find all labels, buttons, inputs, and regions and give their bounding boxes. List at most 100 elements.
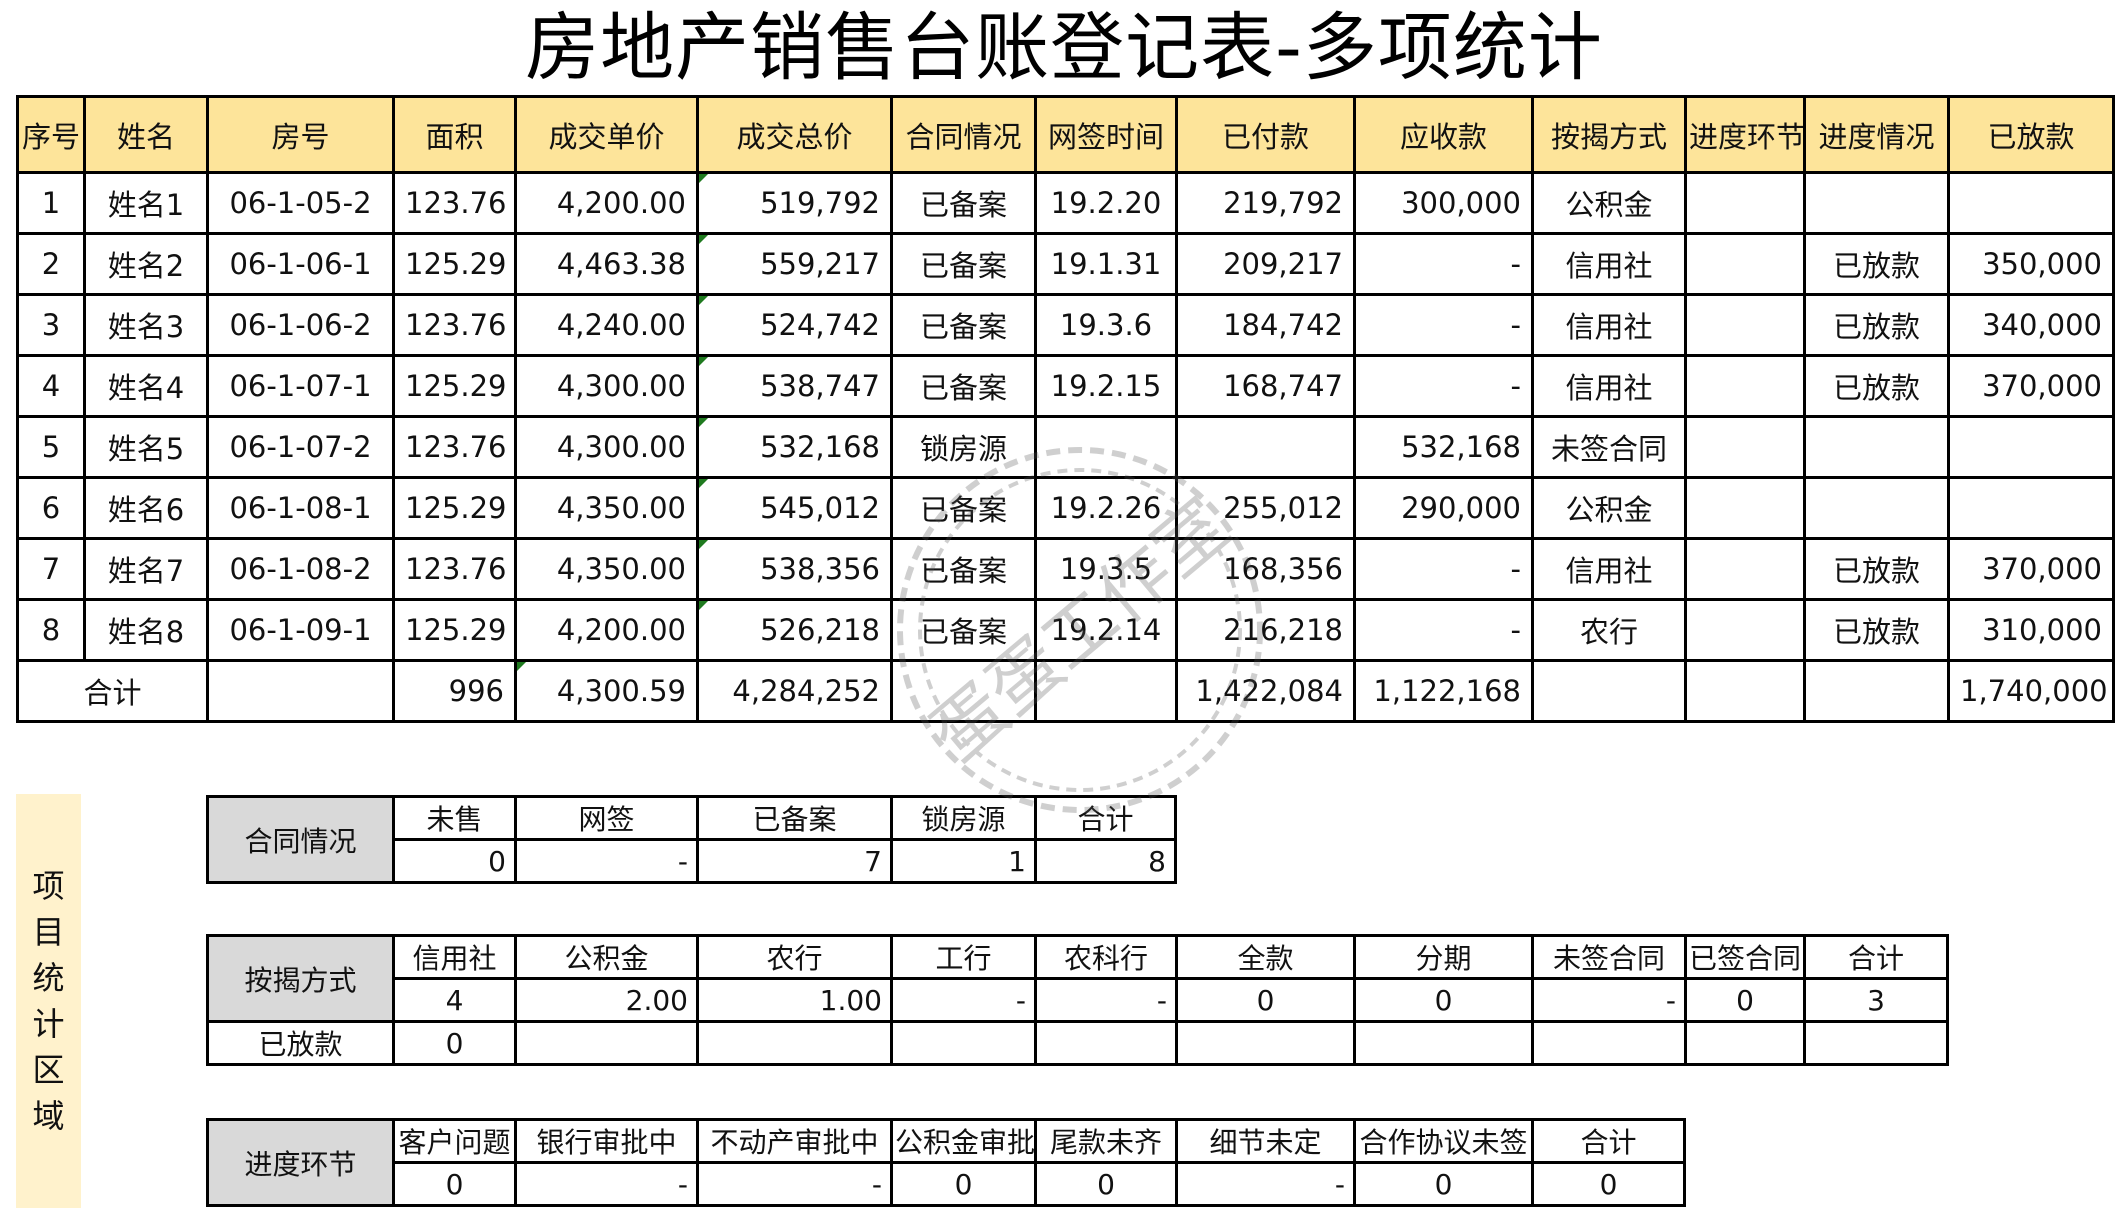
receivable-cell[interactable]: 532,168 [1353, 415, 1534, 479]
sign-date-cell[interactable]: 19.3.6 [1034, 293, 1178, 357]
total-unit-price[interactable]: 4,300.59 [514, 659, 699, 723]
receivable-cell[interactable]: - [1353, 598, 1534, 662]
progress-stats-value[interactable]: 0 [1034, 1161, 1178, 1207]
receivable-cell[interactable]: 300,000 [1353, 171, 1534, 235]
area-cell[interactable]: 123.76 [392, 293, 517, 357]
total-receivable[interactable]: 1,122,168 [1353, 659, 1534, 723]
name-cell[interactable]: 姓名4 [83, 354, 209, 418]
stage-cell[interactable] [1684, 537, 1806, 601]
room-cell[interactable]: 06-1-06-1 [206, 232, 395, 296]
total-total-price[interactable]: 4,284,252 [696, 659, 893, 723]
total-price-cell[interactable]: 524,742 [696, 293, 893, 357]
total-area[interactable]: 996 [392, 659, 517, 723]
name-cell[interactable]: 姓名3 [83, 293, 209, 357]
released-stats-value[interactable] [1175, 1020, 1356, 1066]
paid-cell[interactable]: 168,747 [1175, 354, 1356, 418]
header-no[interactable]: 序号 [16, 95, 86, 174]
room-cell[interactable]: 06-1-07-2 [206, 415, 395, 479]
progress-stats-value[interactable]: 0 [1353, 1161, 1534, 1207]
contract-stats-value[interactable]: 1 [890, 838, 1037, 884]
row-number[interactable]: 5 [16, 415, 86, 479]
area-cell[interactable]: 125.29 [392, 598, 517, 662]
area-cell[interactable]: 125.29 [392, 232, 517, 296]
contract-stats-value[interactable]: 7 [696, 838, 893, 884]
header-contract[interactable]: 合同情况 [890, 95, 1037, 174]
unit-price-cell[interactable]: 4,463.38 [514, 232, 699, 296]
paid-cell[interactable]: 255,012 [1175, 476, 1356, 540]
receivable-cell[interactable]: - [1353, 354, 1534, 418]
progress-stats-value[interactable]: 0 [1531, 1161, 1686, 1207]
header-stage[interactable]: 进度环节 [1684, 95, 1806, 174]
row-number[interactable]: 7 [16, 537, 86, 601]
progress-cell[interactable]: 已放款 [1803, 232, 1950, 296]
header-total-price[interactable]: 成交总价 [696, 95, 893, 174]
mortgage-stats-header[interactable]: 未签合同 [1531, 934, 1687, 980]
progress-stats-header[interactable]: 细节未定 [1175, 1118, 1356, 1164]
released-stats-value[interactable]: 0 [392, 1020, 517, 1066]
contract-stats-value[interactable]: 0 [392, 838, 517, 884]
total-price-cell[interactable]: 519,792 [696, 171, 893, 235]
progress-stats-header[interactable]: 合作协议未签 [1353, 1118, 1534, 1164]
stage-cell[interactable] [1684, 293, 1806, 357]
mortgage-stats-header[interactable]: 分期 [1353, 934, 1534, 980]
total-price-cell[interactable]: 538,747 [696, 354, 893, 418]
released-stats-value[interactable] [1353, 1020, 1534, 1066]
contract-cell[interactable]: 已备案 [890, 293, 1037, 357]
released-cell[interactable] [1947, 415, 2115, 479]
total-price-cell[interactable]: 559,217 [696, 232, 893, 296]
contract-cell[interactable]: 已备案 [890, 537, 1037, 601]
mortgage-stats-value[interactable]: 0 [1684, 977, 1806, 1023]
header-progress[interactable]: 进度情况 [1803, 95, 1950, 174]
stage-cell[interactable] [1684, 598, 1806, 662]
contract-stats-header[interactable]: 网签 [514, 795, 699, 841]
header-room[interactable]: 房号 [206, 95, 395, 174]
paid-cell[interactable]: 209,217 [1175, 232, 1356, 296]
total-price-cell[interactable]: 545,012 [696, 476, 893, 540]
area-cell[interactable]: 125.29 [392, 476, 517, 540]
name-cell[interactable]: 姓名1 [83, 171, 209, 235]
total-paid[interactable]: 1,422,084 [1175, 659, 1356, 723]
released-stats-value[interactable] [1803, 1020, 1949, 1066]
mortgage-cell[interactable]: 信用社 [1531, 232, 1687, 296]
stage-cell[interactable] [1684, 415, 1806, 479]
mortgage-stats-value[interactable]: 0 [1353, 977, 1534, 1023]
header-unit-price[interactable]: 成交单价 [514, 95, 699, 174]
progress-cell[interactable]: 已放款 [1803, 537, 1950, 601]
paid-cell[interactable] [1175, 415, 1356, 479]
mortgage-stats-header[interactable]: 农科行 [1034, 934, 1178, 980]
room-cell[interactable]: 06-1-08-2 [206, 537, 395, 601]
mortgage-stats-header[interactable]: 工行 [890, 934, 1037, 980]
header-mortgage[interactable]: 按揭方式 [1531, 95, 1687, 174]
mortgage-stats-header[interactable]: 公积金 [514, 934, 699, 980]
contract-cell[interactable]: 已备案 [890, 598, 1037, 662]
mortgage-stats-header[interactable]: 信用社 [392, 934, 517, 980]
name-cell[interactable]: 姓名5 [83, 415, 209, 479]
contract-stats-header[interactable]: 锁房源 [890, 795, 1037, 841]
progress-cell[interactable] [1803, 476, 1950, 540]
mortgage-cell[interactable]: 未签合同 [1531, 415, 1687, 479]
released-stats-value[interactable] [514, 1020, 699, 1066]
area-cell[interactable]: 123.76 [392, 415, 517, 479]
name-cell[interactable]: 姓名2 [83, 232, 209, 296]
row-number[interactable]: 1 [16, 171, 86, 235]
room-cell[interactable]: 06-1-05-2 [206, 171, 395, 235]
progress-stats-header[interactable]: 合计 [1531, 1118, 1686, 1164]
row-number[interactable]: 6 [16, 476, 86, 540]
area-cell[interactable]: 123.76 [392, 171, 517, 235]
sign-date-cell[interactable]: 19.3.5 [1034, 537, 1178, 601]
mortgage-stats-header[interactable]: 已签合同 [1684, 934, 1806, 980]
stage-cell[interactable] [1684, 171, 1806, 235]
receivable-cell[interactable]: 290,000 [1353, 476, 1534, 540]
released-cell[interactable] [1947, 476, 2115, 540]
area-cell[interactable]: 125.29 [392, 354, 517, 418]
total-price-cell[interactable]: 532,168 [696, 415, 893, 479]
progress-stats-value[interactable]: 0 [890, 1161, 1037, 1207]
progress-cell[interactable]: 已放款 [1803, 598, 1950, 662]
contract-stats-value[interactable]: 8 [1034, 838, 1177, 884]
sign-date-cell[interactable]: 19.2.14 [1034, 598, 1178, 662]
stage-cell[interactable] [1684, 476, 1806, 540]
row-number[interactable]: 3 [16, 293, 86, 357]
mortgage-stats-value[interactable]: 0 [1175, 977, 1356, 1023]
progress-cell[interactable]: 已放款 [1803, 354, 1950, 418]
contract-stats-header[interactable]: 未售 [392, 795, 517, 841]
